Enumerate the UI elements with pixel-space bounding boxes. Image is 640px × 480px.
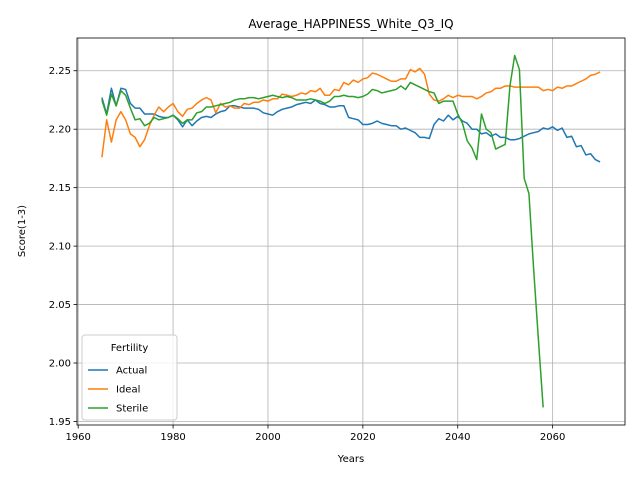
- grid: [77, 38, 625, 425]
- plot-frame: [76, 37, 626, 426]
- x-tick-label: 2040: [445, 432, 470, 443]
- legend-label: Sterile: [116, 404, 148, 415]
- x-tick-label: 2000: [255, 432, 280, 443]
- x-tick-label: 2020: [350, 432, 375, 443]
- y-tick-label: 2.05: [49, 300, 71, 311]
- chart-title: Average_HAPPINESS_White_Q3_IQ: [248, 17, 453, 31]
- legend-label: Actual: [116, 366, 147, 377]
- y-tick-label: 1.95: [49, 417, 71, 428]
- x-tick-label: 1960: [65, 432, 90, 443]
- y-tick-label: 2.10: [49, 242, 71, 253]
- legend-label: Ideal: [116, 385, 140, 396]
- legend-box: [81, 334, 178, 421]
- ticks: 1960 1980 2000 2020 2040 2060 1.95 2.00 2.05 2.10…: [49, 66, 566, 443]
- line: [101, 87, 601, 163]
- line: [101, 54, 544, 408]
- x-tick-label: 1980: [160, 432, 185, 443]
- legend-title: Fertility: [111, 343, 149, 354]
- series-lines: [101, 54, 601, 408]
- y-tick-label: 2.00: [49, 359, 71, 370]
- y-tick-label: 2.15: [49, 183, 71, 194]
- y-axis-label: Score(1-3): [17, 205, 28, 257]
- line: [101, 67, 601, 158]
- x-tick-label: 2060: [540, 432, 565, 443]
- y-tick-label: 2.20: [49, 125, 71, 136]
- y-tick-label: 2.25: [49, 66, 71, 77]
- x-axis-label: Years: [337, 454, 364, 465]
- legend: Fertility Actual Ideal Sterile: [81, 334, 178, 421]
